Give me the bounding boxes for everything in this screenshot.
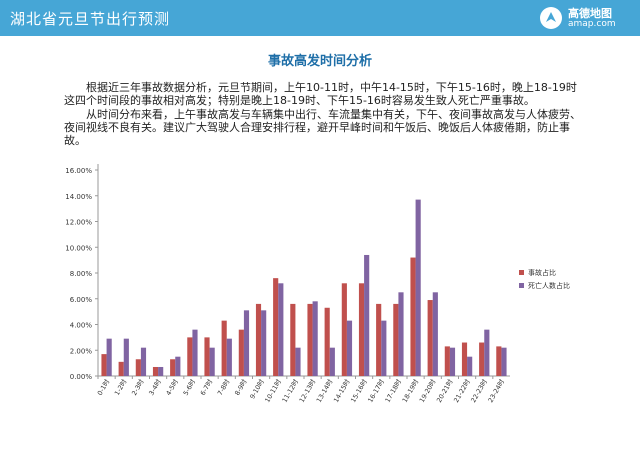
bar-accident <box>496 346 502 376</box>
legend-swatch-accident <box>519 270 524 275</box>
x-tick-label: 3-4时 <box>146 377 163 397</box>
bar-accident <box>479 342 485 376</box>
x-tick-label: 4-5时 <box>164 377 181 397</box>
bar-death <box>123 338 129 376</box>
bar-death <box>329 347 335 376</box>
bar-death <box>209 347 215 376</box>
bar-accident <box>290 303 296 376</box>
y-tick-label: 0.00% <box>70 373 93 381</box>
bar-accident <box>341 283 347 376</box>
legend-swatch-death <box>519 283 524 288</box>
bar-accident <box>461 342 468 376</box>
x-tick-label: 1-2时 <box>112 377 129 397</box>
bar-accident <box>393 303 399 376</box>
bar-death <box>295 347 301 376</box>
bar-death <box>243 310 250 376</box>
y-tick-label: 2.00% <box>70 347 93 355</box>
y-tick-label: 14.00% <box>65 193 92 201</box>
bar-death <box>175 356 181 376</box>
bar-death <box>106 338 112 376</box>
legend-label-accident: 事故占比 <box>528 268 556 277</box>
y-tick-label: 12.00% <box>65 219 92 227</box>
bar-accident <box>324 307 330 376</box>
bar-death <box>158 366 164 376</box>
bar-accident <box>221 320 227 376</box>
x-tick-label: 5-6时 <box>181 377 198 397</box>
bar-death <box>312 301 318 376</box>
bar-accident <box>358 283 365 376</box>
paragraph-2: 从时间分布来看，上午事故高发与车辆集中出行、车流量集中有关，下午、夜间事故高发与… <box>64 108 581 147</box>
x-tick-label: 2-3时 <box>129 377 146 397</box>
bar-death <box>140 347 147 376</box>
bar-accident <box>204 337 210 376</box>
logo-domain: amap.com <box>568 19 616 29</box>
bar-accident <box>170 359 176 376</box>
header-bar: 湖北省元旦节出行预测 高德地图 amap.com <box>0 0 640 36</box>
x-tick-label: 23-24时 <box>486 377 507 404</box>
y-tick-label: 6.00% <box>70 296 93 304</box>
bar-accident <box>307 303 313 376</box>
legend-label-death: 死亡人数占比 <box>528 281 570 290</box>
paragraph-1: 根据近三年事故数据分析，元旦节期间，上午10-11时，中午14-15时，下午15… <box>64 81 577 107</box>
bar-death <box>261 310 267 376</box>
y-tick-label: 8.00% <box>70 270 93 278</box>
bar-death <box>192 329 198 376</box>
bar-accident <box>273 278 279 376</box>
bar-death <box>381 320 387 376</box>
y-tick-label: 4.00% <box>70 322 93 330</box>
bar-death <box>226 338 232 376</box>
bar-death <box>484 329 490 376</box>
amap-logo-icon <box>540 7 562 29</box>
bar-death <box>398 292 404 376</box>
x-tick-label: 6-7时 <box>198 377 215 397</box>
x-tick-label: 7-8时 <box>215 377 232 397</box>
section-title: 事故高发时间分析 <box>267 54 372 69</box>
bar-accident <box>427 300 433 376</box>
bar-accident <box>238 329 244 376</box>
bar-accident <box>255 303 262 376</box>
bar-accident <box>444 346 450 376</box>
bar-accident <box>135 359 141 376</box>
x-tick-label: 9-10时 <box>247 377 266 400</box>
bar-death <box>415 199 421 376</box>
x-tick-label: 0-1时 <box>95 377 112 397</box>
bar-death <box>501 347 507 376</box>
bar-accident <box>118 361 124 376</box>
amap-logo: 高德地图 amap.com <box>540 5 628 31</box>
bar-death <box>467 356 473 376</box>
bar-death <box>364 254 370 376</box>
bar-death <box>449 347 456 376</box>
bar-death <box>432 292 438 376</box>
page-title: 湖北省元旦节出行预测 <box>10 10 171 28</box>
bar-accident <box>376 303 382 376</box>
y-tick-label: 10.00% <box>65 244 92 252</box>
y-tick-label: 16.00% <box>65 167 92 175</box>
bar-death <box>346 320 353 376</box>
bar-accident <box>410 257 416 376</box>
bar-death <box>278 283 284 376</box>
bar-accident <box>152 366 159 376</box>
bar-accident <box>187 337 193 376</box>
x-tick-label: 8-9时 <box>232 377 249 397</box>
bar-accident <box>101 354 107 376</box>
logo-name: 高德地图 <box>568 7 612 20</box>
